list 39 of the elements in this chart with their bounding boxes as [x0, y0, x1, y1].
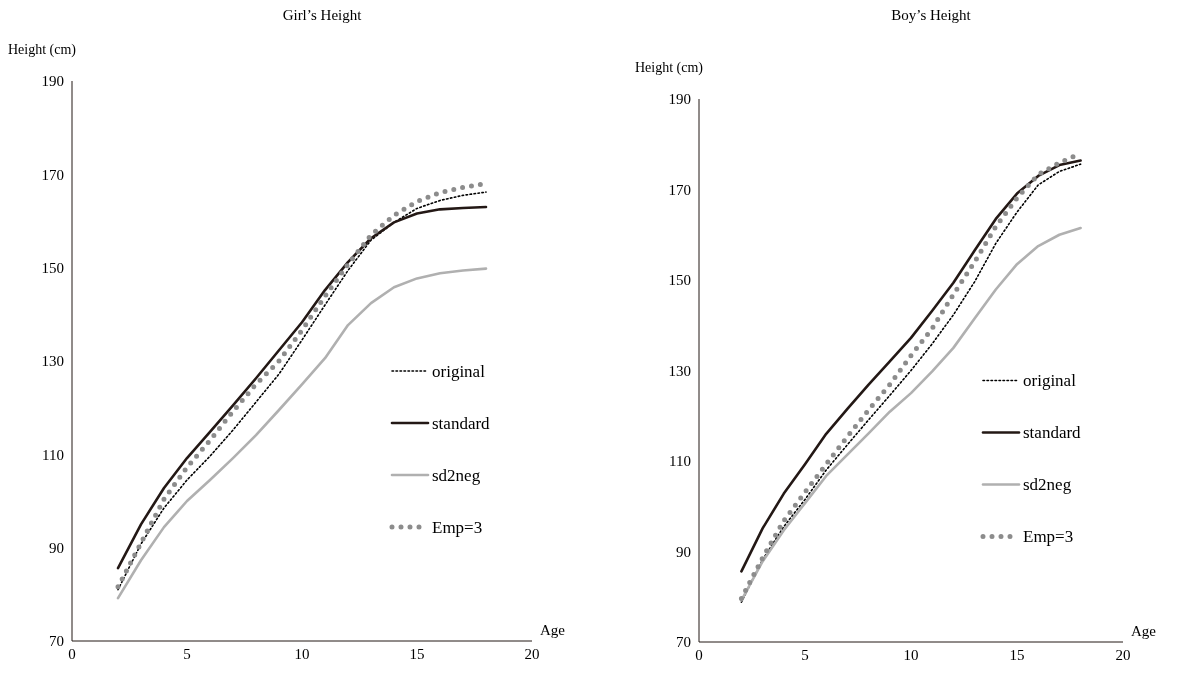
x-tick-label: 20 — [524, 646, 540, 662]
line-series — [116, 267, 488, 600]
x-tick-label: 10 — [903, 647, 919, 663]
legend-label: standard — [1023, 423, 1082, 443]
x-tick-label: 10 — [294, 646, 310, 662]
y-axis-title: Height (cm) — [8, 42, 77, 58]
y-tick-label: 90 — [676, 543, 691, 560]
legend-label: original — [1023, 371, 1077, 391]
legend-label: Emp=3 — [1023, 527, 1074, 547]
y-tick-label: 70 — [49, 633, 64, 650]
y-tick-label: 150 — [668, 272, 691, 289]
y-tick-label: 130 — [41, 353, 64, 370]
y-tick-label: 190 — [668, 91, 691, 108]
y-tick-label: 170 — [41, 166, 64, 183]
chart-title: Boy’s Height — [891, 7, 972, 23]
x-tick-label: 0 — [68, 646, 76, 662]
x-axis-title: Age — [540, 622, 566, 638]
y-tick-label: 70 — [676, 634, 691, 651]
legend-label: sd2neg — [432, 465, 481, 485]
x-tick-label: 5 — [801, 647, 809, 663]
x-tick-label: 15 — [409, 646, 425, 662]
y-tick-label: 170 — [668, 181, 691, 198]
x-axis-title: Age — [1131, 623, 1157, 639]
x-tick-label: 20 — [1115, 647, 1131, 663]
x-tick-label: 15 — [1009, 647, 1025, 663]
legend-label: sd2neg — [1023, 475, 1072, 495]
x-tick-label: 0 — [695, 647, 703, 663]
y-tick-label: 90 — [49, 539, 64, 556]
x-tick-label: 5 — [183, 646, 191, 662]
y-axis-title: Height (cm) — [635, 60, 704, 76]
y-tick-label: 110 — [669, 453, 691, 470]
legend-label: standard — [432, 413, 491, 433]
y-tick-label: 110 — [42, 446, 64, 463]
legend-label: original — [432, 361, 486, 381]
y-tick-label: 130 — [668, 362, 691, 379]
y-tick-label: 150 — [41, 259, 64, 276]
chart-title: Girl’s Height — [282, 7, 363, 23]
legend-label: Emp=3 — [432, 517, 483, 537]
y-tick-label: 190 — [41, 73, 64, 90]
